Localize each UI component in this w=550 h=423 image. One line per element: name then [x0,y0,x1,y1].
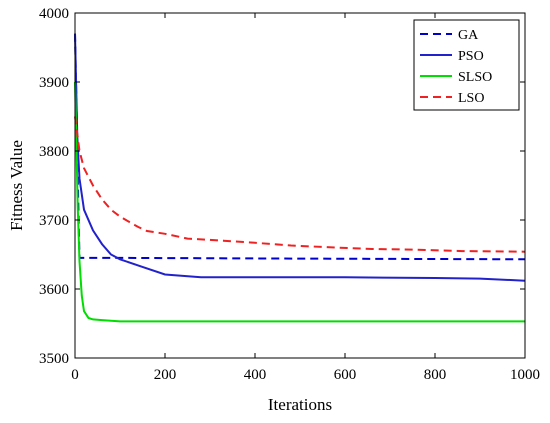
series-line-pso [74,33,526,282]
y-tick-label: 3500 [39,351,69,367]
legend-label-pso: PSO [458,49,484,64]
x-tick-label: 600 [334,367,357,383]
y-tick-label: 3600 [39,282,69,298]
series-line-lso [74,116,526,253]
legend-label-slso: SLSO [458,70,492,85]
legend-label-ga: GA [458,28,479,43]
y-tick-label: 4000 [39,6,69,22]
x-axis-label: Iterations [268,395,332,414]
y-tick-label: 3700 [39,213,69,229]
axes-frame [74,12,526,359]
x-tick-label: 200 [154,367,177,383]
x-tick-label: 0 [71,367,79,383]
x-tick-label: 400 [244,367,267,383]
legend-box [413,19,520,111]
legend-label-lso: LSO [458,91,484,106]
x-tick-label: 800 [424,367,447,383]
x-tick-label: 1000 [510,367,540,383]
y-tick-label: 3800 [39,144,69,160]
y-tick-label: 3900 [39,75,69,91]
y-axis-label: Fitness Value [7,140,26,231]
series-line-slso [74,81,525,323]
